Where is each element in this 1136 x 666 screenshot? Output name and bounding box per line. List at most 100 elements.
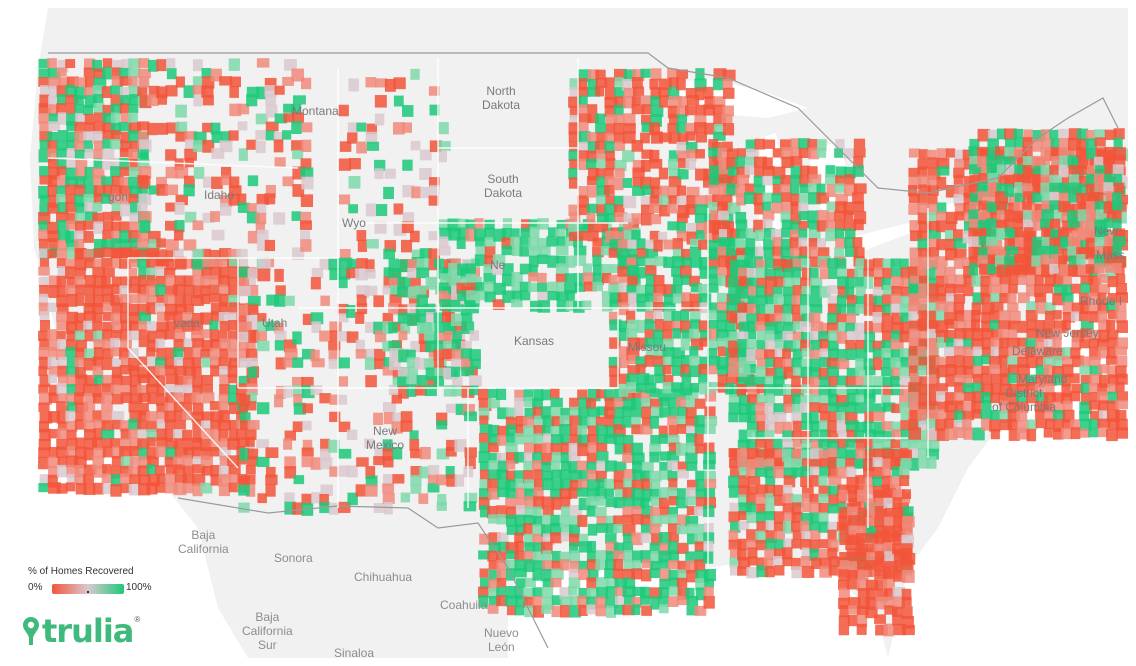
county-tile [881,448,895,459]
county-tile [667,397,681,409]
county-tile [1089,373,1102,386]
county-tile [587,78,599,90]
county-tile [156,294,168,307]
county-tile [511,299,523,309]
county-tile [596,185,610,197]
county-tile [1077,183,1089,196]
county-tile [283,385,293,398]
county-tile [864,449,876,461]
county-tile [210,428,221,439]
county-tile [1043,320,1056,332]
county-tile [120,384,132,396]
county-tile [954,149,967,163]
county-tile [676,141,687,155]
county-tile [809,493,819,504]
county-tile [689,355,701,367]
county-tile [119,365,133,375]
county-tile [559,551,571,563]
county-tile [528,264,538,277]
county-tile [780,175,792,186]
county-tile [971,275,984,287]
county-tile [747,285,759,296]
county-tile [908,419,918,431]
county-tile [1098,274,1109,284]
county-tile [523,416,535,429]
county-tile [987,138,999,149]
county-tile [301,348,315,360]
county-tile [74,140,84,152]
county-tile [57,158,67,170]
county-tile [255,212,267,225]
county-tile [228,302,240,314]
county-tile [936,239,946,251]
county-tile [818,438,831,448]
county-tile [918,330,932,342]
county-tile [255,113,268,125]
county-tile [48,384,59,396]
county-tile [792,321,803,331]
county-tile [201,248,211,260]
county-tile [847,569,859,580]
county-tile [835,201,847,214]
county-tile [1052,401,1065,414]
county-tile [680,338,690,351]
county-tile [228,482,240,493]
county-tile [801,267,812,280]
county-tile [137,429,151,440]
county-tile [511,290,523,302]
county-tile [899,366,910,378]
county-tile [953,427,966,439]
county-tile [1080,392,1091,406]
county-tile [818,385,832,396]
county-tile [497,434,508,446]
county-tile [465,273,477,287]
county-tile [962,328,974,340]
county-tile [825,165,836,178]
county-tile [892,489,906,501]
county-tile [541,514,552,524]
county-tile [120,465,133,477]
county-tile [129,294,141,304]
county-tile [1062,275,1072,288]
county-tile [790,166,803,179]
county-tile [120,483,132,494]
county-tile [1044,374,1057,386]
county-tile [735,219,748,231]
county-tile [909,373,920,384]
county-tile [496,578,507,588]
county-tile [746,267,757,279]
borders [48,52,1119,649]
county-tile [909,230,923,242]
county-tile [694,122,707,133]
county-tile [1089,392,1101,402]
county-tile [38,266,50,276]
county-tile [56,193,67,204]
county-tile [202,139,215,153]
county-tile [618,273,630,284]
county-tile [773,438,783,449]
county-tile [347,122,358,134]
county-tile [533,479,544,491]
county-tile [245,437,255,448]
county-tile [147,366,160,379]
county-tile [1071,383,1084,394]
county-tile [92,294,104,308]
county-tile [836,313,847,323]
county-tile [587,69,600,80]
county-tile [926,365,940,376]
county-tile [409,430,419,440]
county-tile [174,419,186,430]
county-tile [1022,164,1033,176]
county-tile [892,606,902,617]
county-tile [416,294,428,307]
county-tile [654,256,668,267]
county-tile [774,312,787,324]
county-tile [84,393,97,403]
county-tile [174,294,186,308]
county-tile [586,203,599,214]
county-tile [74,176,86,189]
county-tile [129,393,143,404]
county-tile [996,210,1010,221]
label-coahuila: Coahuila [440,598,488,612]
county-tile [694,195,708,207]
